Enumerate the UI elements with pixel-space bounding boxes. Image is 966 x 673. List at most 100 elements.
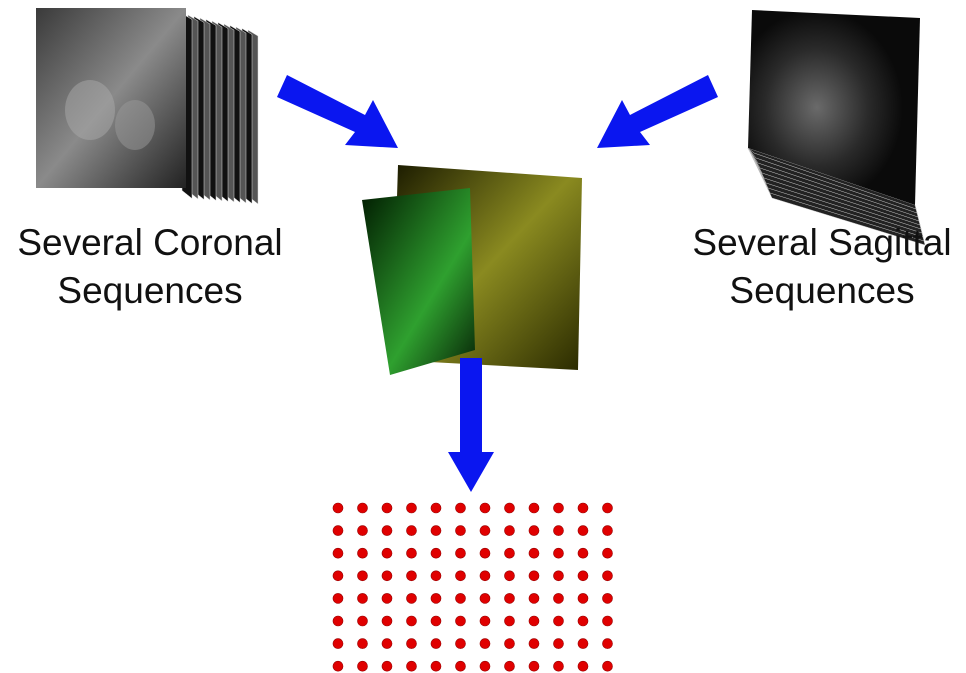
grid-dot bbox=[456, 616, 466, 626]
grid-dot bbox=[603, 503, 613, 513]
grid-dot bbox=[407, 616, 417, 626]
grid-dot bbox=[382, 639, 392, 649]
grid-dot bbox=[431, 661, 441, 671]
grid-dot bbox=[431, 571, 441, 581]
grid-dot bbox=[603, 661, 613, 671]
grid-dot bbox=[407, 526, 417, 536]
grid-dot bbox=[333, 548, 343, 558]
grid-dot bbox=[333, 593, 343, 603]
grid-dot bbox=[358, 548, 368, 558]
grid-dot bbox=[578, 639, 588, 649]
label-line: Several Sagittal bbox=[692, 222, 951, 263]
grid-dot bbox=[529, 548, 539, 558]
grid-dot bbox=[480, 503, 490, 513]
grid-dot bbox=[456, 548, 466, 558]
arrow bbox=[277, 75, 398, 148]
grid-dot bbox=[480, 616, 490, 626]
grid-dot bbox=[505, 661, 515, 671]
grid-dot bbox=[333, 571, 343, 581]
grid-dot bbox=[431, 526, 441, 536]
grid-dot bbox=[505, 571, 515, 581]
grid-dot bbox=[407, 593, 417, 603]
grid-dot bbox=[554, 571, 564, 581]
grid-dot bbox=[529, 661, 539, 671]
grid-dot bbox=[456, 639, 466, 649]
grid-dot bbox=[358, 503, 368, 513]
label-line: Sequences bbox=[729, 270, 914, 311]
grid-dot bbox=[333, 661, 343, 671]
grid-dot bbox=[480, 571, 490, 581]
grid-dot bbox=[529, 616, 539, 626]
grid-dot bbox=[578, 548, 588, 558]
grid-dot bbox=[431, 593, 441, 603]
grid-dot bbox=[529, 503, 539, 513]
grid-dot bbox=[554, 661, 564, 671]
grid-dot bbox=[578, 571, 588, 581]
grid-dot bbox=[407, 639, 417, 649]
grid-dot bbox=[456, 571, 466, 581]
grid-dot bbox=[505, 616, 515, 626]
grid-dot bbox=[578, 593, 588, 603]
grid-dot bbox=[529, 593, 539, 603]
grid-dot bbox=[407, 571, 417, 581]
grid-dot bbox=[505, 639, 515, 649]
grid-dot bbox=[407, 661, 417, 671]
grid-dot bbox=[554, 593, 564, 603]
grid-dot bbox=[382, 548, 392, 558]
grid-dot bbox=[407, 503, 417, 513]
grid-dot bbox=[358, 571, 368, 581]
grid-dot bbox=[603, 526, 613, 536]
grid-dot bbox=[529, 571, 539, 581]
dot-grid bbox=[333, 503, 613, 671]
grid-dot bbox=[480, 661, 490, 671]
grid-dot bbox=[480, 639, 490, 649]
grid-dot bbox=[431, 616, 441, 626]
arrow bbox=[597, 75, 718, 148]
sagittal-plane bbox=[362, 188, 475, 375]
grid-dot bbox=[603, 639, 613, 649]
grid-dot bbox=[603, 616, 613, 626]
grid-dot bbox=[358, 526, 368, 536]
grid-dot bbox=[505, 593, 515, 603]
label-line: Sequences bbox=[57, 270, 242, 311]
grid-dot bbox=[358, 661, 368, 671]
coronal-organ bbox=[115, 100, 155, 150]
coronal-stack bbox=[36, 8, 258, 204]
grid-dot bbox=[431, 548, 441, 558]
grid-dot bbox=[333, 503, 343, 513]
grid-dot bbox=[554, 639, 564, 649]
grid-dot bbox=[578, 526, 588, 536]
grid-dot bbox=[382, 526, 392, 536]
grid-dot bbox=[505, 526, 515, 536]
label-line: Several Coronal bbox=[17, 222, 282, 263]
grid-dot bbox=[358, 616, 368, 626]
grid-dot bbox=[382, 593, 392, 603]
grid-dot bbox=[480, 548, 490, 558]
grid-dot bbox=[382, 503, 392, 513]
grid-dot bbox=[578, 616, 588, 626]
grid-dot bbox=[382, 616, 392, 626]
sagittal-stack bbox=[748, 10, 925, 245]
grid-dot bbox=[333, 639, 343, 649]
grid-dot bbox=[382, 661, 392, 671]
grid-dot bbox=[578, 661, 588, 671]
grid-dot bbox=[431, 503, 441, 513]
grid-dot bbox=[603, 571, 613, 581]
coronal-organ bbox=[65, 80, 115, 140]
arrow bbox=[448, 358, 494, 492]
grid-dot bbox=[554, 526, 564, 536]
grid-dot bbox=[431, 639, 441, 649]
grid-dot bbox=[529, 526, 539, 536]
grid-dot bbox=[333, 526, 343, 536]
grid-dot bbox=[603, 593, 613, 603]
grid-dot bbox=[578, 503, 588, 513]
grid-dot bbox=[456, 593, 466, 603]
grid-dot bbox=[554, 616, 564, 626]
grid-dot bbox=[407, 548, 417, 558]
grid-dot bbox=[529, 639, 539, 649]
grid-dot bbox=[480, 593, 490, 603]
grid-dot bbox=[333, 616, 343, 626]
grid-dot bbox=[358, 639, 368, 649]
grid-dot bbox=[554, 548, 564, 558]
fused-image bbox=[362, 165, 582, 375]
